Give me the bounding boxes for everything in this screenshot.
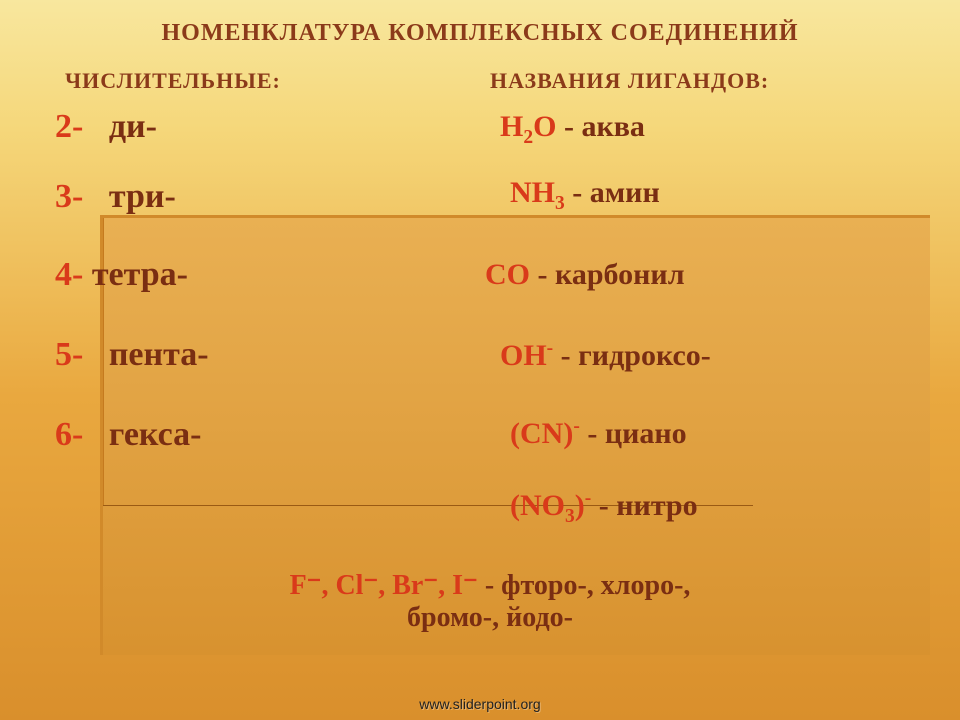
ligand-row-oh: OH- - гидроксо- — [500, 338, 711, 373]
numeral-number: 6- — [55, 416, 83, 453]
ligand-dash: - — [553, 339, 578, 372]
numeral-name: гекса- — [109, 416, 202, 453]
ligand-row-h2o: H2O - аква — [500, 110, 645, 149]
ligand-dash: - — [591, 489, 616, 522]
ligand-formula: (NO3)- — [510, 489, 591, 522]
slide-content: 2- ди- 3- три- 4- тетра- 5- пента- 6- ге… — [0, 0, 960, 720]
numeral-name: ди- — [109, 108, 157, 145]
numeral-name: три- — [109, 178, 176, 215]
numeral-number: 3- — [55, 178, 83, 215]
ligand-dash: - — [565, 176, 590, 209]
ligand-row-no3: (NO3)- - нитро — [510, 488, 698, 528]
ligand-name: амин — [590, 176, 660, 209]
ligand-name: аква — [581, 110, 645, 143]
ligand-formula: H2O — [500, 110, 556, 143]
ligand-name: карбонил — [555, 258, 685, 291]
numeral-number: 2- — [55, 108, 83, 145]
numeral-row: 4- тетра- — [55, 256, 188, 294]
halogens-block: F⁻, Cl⁻, Br⁻, I⁻ - фторо-, хлоро-, бромо… — [120, 568, 860, 634]
halogens-formulas: F⁻, Cl⁻, Br⁻, I⁻ — [290, 570, 478, 601]
halogens-dash: - — [478, 570, 501, 601]
ligand-formula: (CN)- — [510, 417, 580, 450]
numeral-number: 5- — [55, 336, 83, 373]
ligand-name: нитро — [616, 489, 697, 522]
numeral-name: тетра- — [92, 256, 188, 293]
ligand-dash: - — [556, 110, 581, 143]
ligand-row-cn: (CN)- - циано — [510, 416, 687, 451]
numeral-row: 2- ди- — [55, 108, 157, 146]
numeral-name: пента- — [109, 336, 209, 373]
numeral-row: 3- три- — [55, 178, 176, 216]
ligand-formula: NH3 — [510, 176, 565, 209]
ligand-formula: OH- — [500, 339, 553, 372]
ligand-dash: - — [530, 258, 555, 291]
ligand-name: гидроксо- — [578, 339, 711, 372]
halogens-names-line2: бромо-, йодо- — [407, 602, 573, 633]
ligand-name: циано — [605, 417, 687, 450]
ligand-row-co: CO - карбонил — [485, 258, 685, 292]
footer-url: www.sliderpoint.org — [0, 696, 960, 712]
ligand-row-nh3: NH3 - амин — [510, 176, 660, 215]
numeral-row: 5- пента- — [55, 336, 209, 374]
ligand-dash: - — [580, 417, 605, 450]
halogens-names-line1: фторо-, хлоро-, — [501, 570, 690, 601]
numeral-row: 6- гекса- — [55, 416, 201, 454]
numeral-number: 4- — [55, 256, 83, 293]
ligand-formula: CO — [485, 258, 530, 291]
